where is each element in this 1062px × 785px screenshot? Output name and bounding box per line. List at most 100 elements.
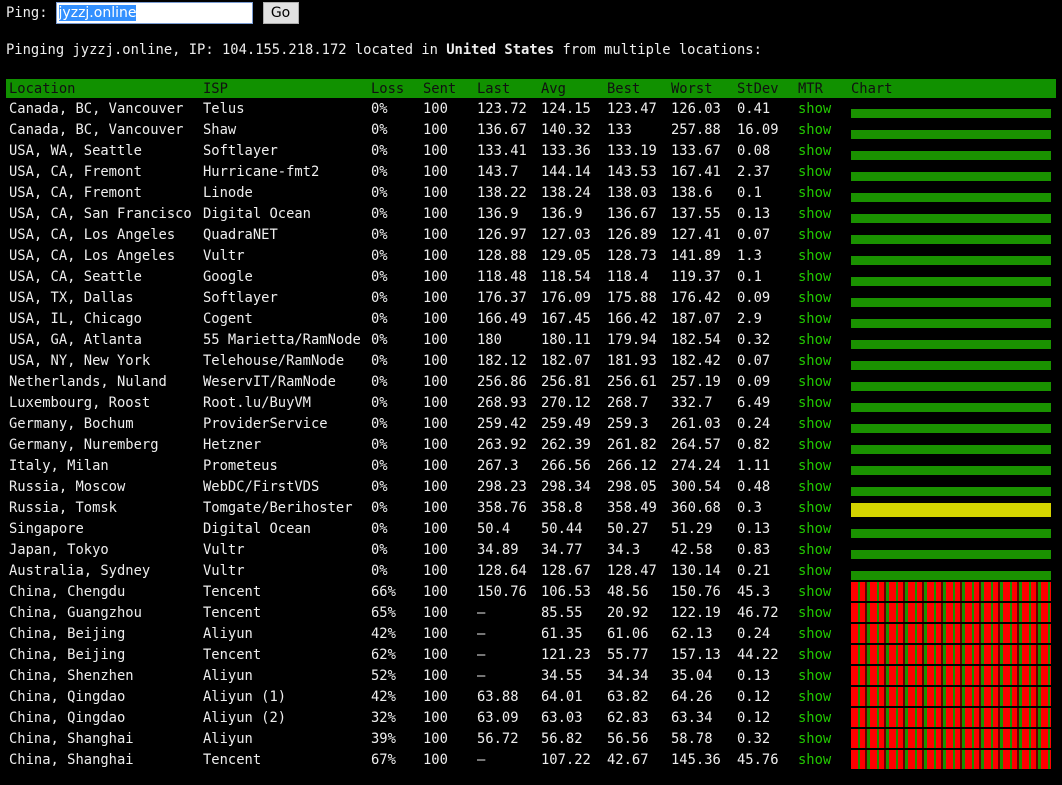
- ping-chart: [851, 476, 1056, 497]
- cell: 0.24: [737, 625, 771, 642]
- mtr-link[interactable]: show: [798, 478, 832, 495]
- mtr-link[interactable]: show: [798, 247, 832, 264]
- mtr-link[interactable]: show: [798, 583, 832, 600]
- ping-chart: [851, 203, 1056, 224]
- cell: 266.56: [541, 457, 591, 474]
- ping-chart: [851, 350, 1056, 371]
- go-button[interactable]: Go: [262, 2, 299, 24]
- cell: 64.26: [671, 688, 713, 705]
- cell: 268.93: [477, 394, 527, 411]
- mtr-link[interactable]: show: [798, 688, 832, 705]
- mtr-link[interactable]: show: [798, 625, 832, 642]
- cell: 100: [423, 688, 448, 705]
- chart-cell: [848, 749, 1056, 770]
- cell: 358.76: [477, 499, 527, 516]
- cell: 0%: [371, 436, 388, 453]
- cell: Prometeus: [203, 457, 278, 474]
- ping-chart-fill: [851, 487, 1051, 496]
- mtr-link[interactable]: show: [798, 646, 832, 663]
- mtr-link[interactable]: show: [798, 331, 832, 348]
- mtr-link[interactable]: show: [798, 289, 832, 306]
- cell: 0.48: [737, 478, 771, 495]
- mtr-link[interactable]: show: [798, 142, 832, 159]
- cell: 100: [423, 247, 448, 264]
- result-row: Russia, Moscow WebDC/FirstVDS 0% 100 298.23 2…: [6, 476, 1056, 497]
- ping-chart: [851, 392, 1056, 413]
- ping-chart-fill: [851, 340, 1051, 349]
- cell: 176.09: [541, 289, 591, 306]
- cell: 0.13: [737, 667, 771, 684]
- cell: 118.54: [541, 268, 591, 285]
- mtr-link[interactable]: show: [798, 436, 832, 453]
- cell: 261.82: [607, 436, 657, 453]
- cell: 100: [423, 226, 448, 243]
- mtr-link[interactable]: show: [798, 205, 832, 222]
- mtr-link[interactable]: show: [798, 604, 832, 621]
- column-header: Avg: [538, 79, 604, 98]
- mtr-link[interactable]: show: [798, 730, 832, 747]
- cell: Vultr: [203, 247, 245, 264]
- chart-cell: [848, 707, 1056, 728]
- mtr-link[interactable]: show: [798, 394, 832, 411]
- mtr-link[interactable]: show: [798, 709, 832, 726]
- ping-chart-fill: [851, 445, 1051, 454]
- mtr-link[interactable]: show: [798, 268, 832, 285]
- cell: 263.92: [477, 436, 527, 453]
- mtr-link[interactable]: show: [798, 751, 832, 768]
- cell: 16.09: [737, 121, 779, 138]
- cell: 140.32: [541, 121, 591, 138]
- mtr-link[interactable]: show: [798, 163, 832, 180]
- mtr-link[interactable]: show: [798, 499, 832, 516]
- cell: 100: [423, 100, 448, 117]
- result-row: USA, CA, Fremont Hurricane-fmt2 0% 100 143.7…: [6, 161, 1056, 182]
- result-row: Canada, BC, Vancouver Shaw 0% 100 136.67 140.…: [6, 119, 1056, 140]
- mtr-link[interactable]: show: [798, 373, 832, 390]
- mtr-link[interactable]: show: [798, 184, 832, 201]
- cell: 0.08: [737, 142, 771, 159]
- ping-chart: [851, 749, 1056, 770]
- column-header: Loss: [368, 79, 420, 98]
- cell: 127.41: [671, 226, 721, 243]
- cell: 126.89: [607, 226, 657, 243]
- cell: 126.97: [477, 226, 527, 243]
- ping-chart-fill: [851, 550, 1051, 559]
- ping-chart-fill: [851, 424, 1051, 433]
- cell: 166.42: [607, 310, 657, 327]
- chart-cell: [848, 539, 1056, 560]
- ping-chart: [851, 245, 1056, 266]
- mtr-link[interactable]: show: [798, 562, 832, 579]
- mtr-link[interactable]: show: [798, 520, 832, 537]
- cell: 0.07: [737, 226, 771, 243]
- cell: 42%: [371, 625, 396, 642]
- ping-chart-fill: [851, 750, 1051, 769]
- cell: Google: [203, 268, 253, 285]
- cell: Digital Ocean: [203, 520, 311, 537]
- ping-chart-fill: [851, 382, 1051, 391]
- cell: 136.9: [541, 205, 583, 222]
- cell: 127.03: [541, 226, 591, 243]
- cell: 34.34: [607, 667, 649, 684]
- host-input[interactable]: jyzzj.online: [55, 2, 253, 24]
- cell: 100: [423, 331, 448, 348]
- cell: Linode: [203, 184, 253, 201]
- message-suffix: from multiple locations:: [562, 42, 762, 58]
- mtr-link[interactable]: show: [798, 457, 832, 474]
- mtr-link[interactable]: show: [798, 226, 832, 243]
- cell: 51.29: [671, 520, 713, 537]
- chart-cell: [848, 329, 1056, 350]
- mtr-link[interactable]: show: [798, 667, 832, 684]
- mtr-link[interactable]: show: [798, 121, 832, 138]
- cell: 0%: [371, 352, 388, 369]
- cell: 133: [607, 121, 632, 138]
- column-header: MTR: [795, 79, 848, 98]
- cell: USA, CA, Seattle: [9, 268, 142, 285]
- mtr-link[interactable]: show: [798, 415, 832, 432]
- mtr-link[interactable]: show: [798, 352, 832, 369]
- mtr-link[interactable]: show: [798, 100, 832, 117]
- result-row: China, Guangzhou Tencent 65% 100 – 85.55 20.92…: [6, 602, 1056, 623]
- chart-cell: [848, 371, 1056, 392]
- chart-cell: [848, 182, 1056, 203]
- mtr-link[interactable]: show: [798, 310, 832, 327]
- mtr-link[interactable]: show: [798, 541, 832, 558]
